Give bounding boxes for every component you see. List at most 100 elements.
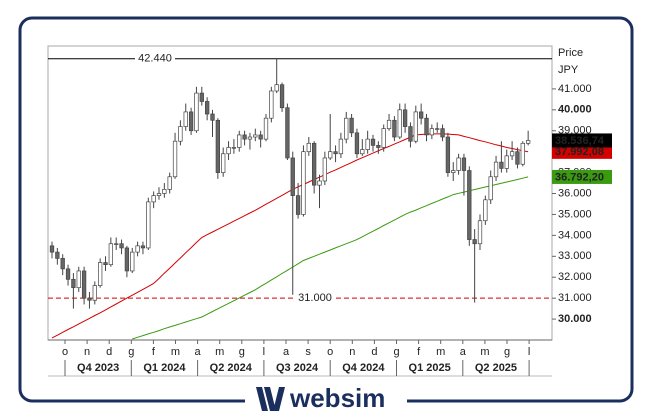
candle-body <box>419 111 424 119</box>
x-tick-label: g <box>504 346 510 358</box>
candle-body <box>376 145 381 148</box>
candle-body <box>424 117 429 136</box>
y-tick-label: 40.000 <box>558 104 592 116</box>
candle-body <box>317 180 322 186</box>
candle-body <box>504 155 509 169</box>
x-tick-label: m <box>436 346 445 358</box>
candle-body <box>215 119 221 173</box>
x-tick-label: l <box>263 346 265 358</box>
y-tick-label: 34.000 <box>558 229 592 241</box>
candle-body <box>295 195 301 215</box>
price-tag-label: 37.992,08 <box>555 146 604 158</box>
price-tag-label: 36.792,20 <box>555 171 604 183</box>
candle-body <box>274 84 279 92</box>
x-tick-label: g <box>128 346 134 358</box>
candle-body <box>92 285 97 301</box>
candle-body <box>247 136 253 140</box>
x-tick-label: m <box>480 346 489 358</box>
candle-body <box>199 92 204 102</box>
candle-body <box>188 111 194 132</box>
moving-average <box>132 176 529 340</box>
candle-body <box>242 134 247 140</box>
candle-body <box>381 128 386 148</box>
candle-body <box>520 142 525 165</box>
annotation-label: 42.440 <box>138 53 172 65</box>
candle-body <box>477 220 483 245</box>
x-tick-label: f <box>152 346 156 358</box>
candle-body <box>461 157 467 171</box>
candle-body <box>151 195 156 203</box>
quarter-label: Q2 2025 <box>475 362 517 374</box>
candle-body <box>344 117 349 140</box>
candle-body <box>55 251 60 259</box>
candle-body <box>119 243 124 249</box>
y-axis-unit: JPY <box>558 64 579 76</box>
candle-body <box>349 117 354 134</box>
candle-body <box>525 140 531 144</box>
candle-body <box>408 126 413 142</box>
candle-body <box>237 134 242 148</box>
candle-body <box>226 147 231 155</box>
candle-body <box>499 161 504 169</box>
x-tick-label: n <box>84 346 90 358</box>
x-tick-label: g <box>239 346 245 358</box>
x-tick-label: f <box>417 346 421 358</box>
candle-body <box>445 136 451 173</box>
candle-body <box>301 151 306 215</box>
x-tick-label: l <box>528 346 530 358</box>
candle-body <box>81 270 87 299</box>
y-tick-label: 35.000 <box>558 208 592 220</box>
candle-body <box>263 117 269 140</box>
x-tick-label: a <box>195 346 202 358</box>
candle-body <box>162 188 167 194</box>
candle-body <box>135 245 140 253</box>
y-axis-title: Price <box>558 47 583 59</box>
y-tick-label: 36.000 <box>558 187 592 199</box>
candle-body <box>221 153 226 173</box>
x-tick-label: a <box>283 346 290 358</box>
moving-average <box>51 133 529 339</box>
candle-body <box>370 138 376 146</box>
candle-body <box>97 262 103 286</box>
quarter-label: Q1 2025 <box>409 362 451 374</box>
candle-body <box>205 101 210 115</box>
quarter-label: Q1 2024 <box>143 362 186 374</box>
candle-body <box>178 126 183 142</box>
candle-body <box>360 149 365 155</box>
quarter-label: Q3 2024 <box>276 362 319 374</box>
y-tick-label: 30.000 <box>558 313 592 325</box>
candle-body <box>397 109 402 138</box>
candle-body <box>312 142 317 186</box>
candle-body <box>467 170 472 240</box>
candle-body <box>413 111 418 142</box>
candle-body <box>338 138 344 155</box>
candle-body <box>392 119 397 138</box>
y-tick-label: 31.000 <box>558 292 592 304</box>
candle-body <box>279 84 285 109</box>
candle-body <box>183 111 188 127</box>
annotation-label: 31.000 <box>298 292 332 304</box>
candle-body <box>333 151 338 155</box>
candle-body <box>124 247 130 272</box>
annotation-label-bg <box>135 52 175 65</box>
frame <box>18 16 634 403</box>
y-tick-label: 33.000 <box>558 250 592 262</box>
x-tick-label: m <box>215 346 224 358</box>
candle-body <box>87 297 92 301</box>
plot: 42.440 31.000 <box>48 52 552 340</box>
candle-body <box>456 157 461 171</box>
candle-body <box>451 170 456 173</box>
candle-body <box>210 113 215 121</box>
candle-body <box>435 128 440 130</box>
candle-body <box>386 119 392 130</box>
candle-body <box>285 107 290 159</box>
candle-body <box>65 268 71 280</box>
quarter-label: Q4 2023 <box>77 362 119 374</box>
candle-body <box>253 134 258 138</box>
candle-body <box>493 161 499 178</box>
candle-body <box>306 142 311 153</box>
candle-body <box>322 157 327 182</box>
candle-body <box>483 199 488 222</box>
candle-body <box>103 262 108 266</box>
